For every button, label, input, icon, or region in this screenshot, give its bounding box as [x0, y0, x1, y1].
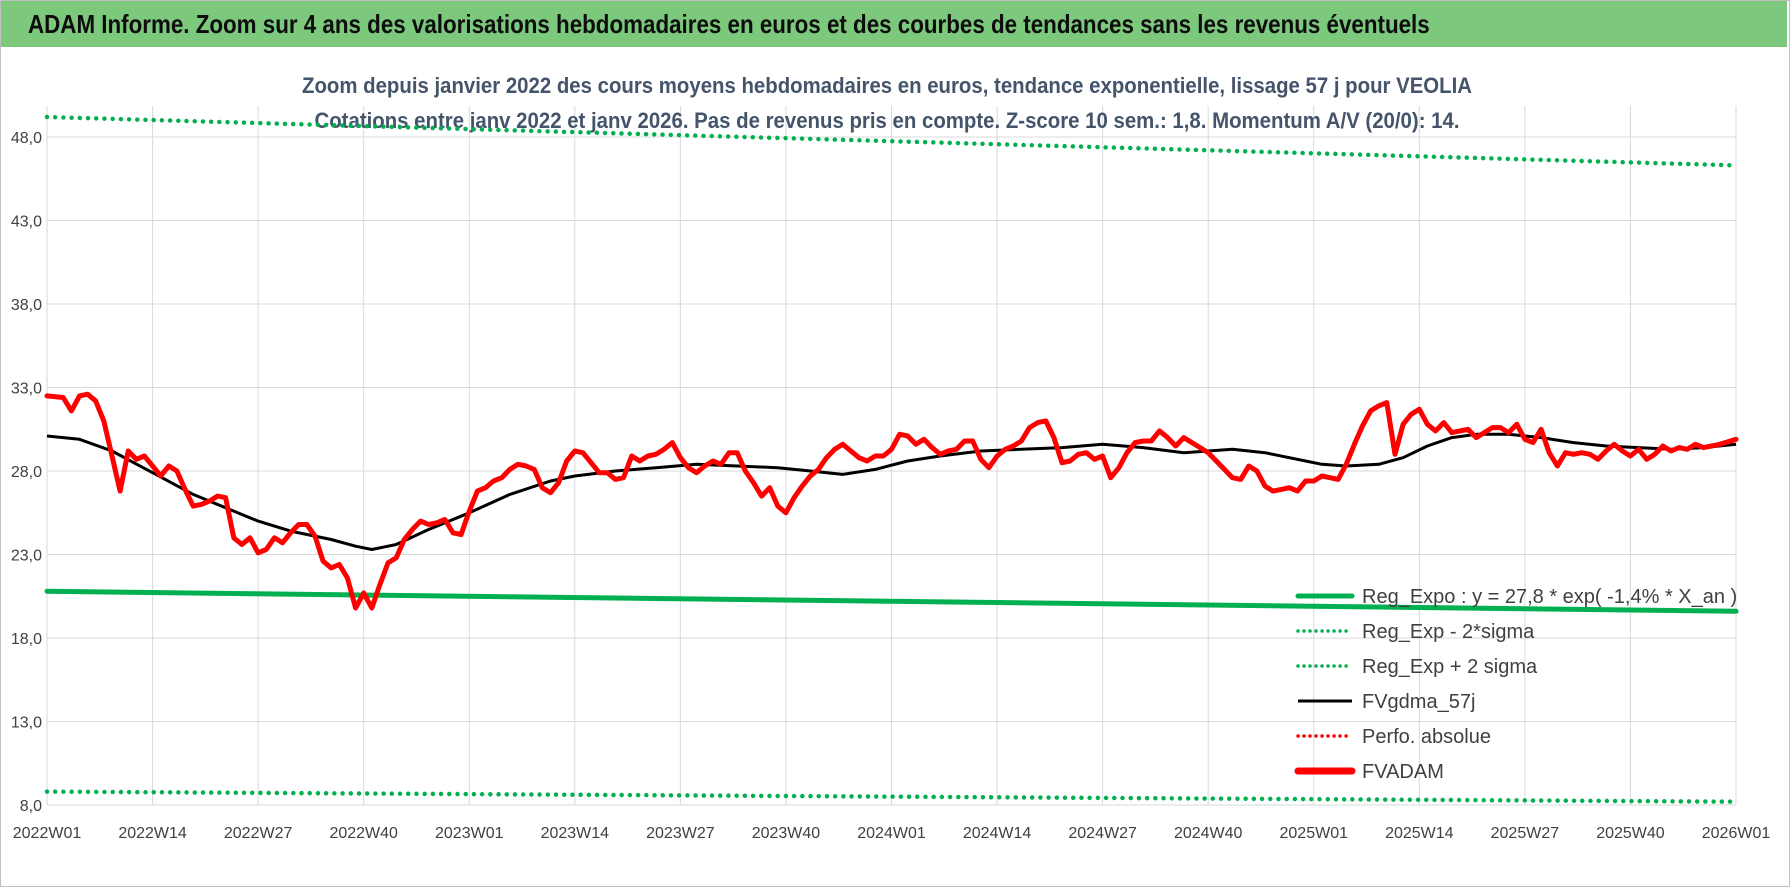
title-banner: ADAM Informe. Zoom sur 4 ans des valoris…	[1, 1, 1787, 47]
x-tick-label: 2025W27	[1491, 825, 1560, 842]
y-tick-label: 33,0	[11, 381, 42, 398]
y-tick-label: 28,0	[11, 464, 42, 481]
series-line-reg-exp-2-sigma	[44, 114, 1739, 168]
series-line-fvadam	[44, 391, 1739, 611]
y-tick-label: 43,0	[11, 214, 42, 231]
x-axis: 2022W01 2022W14 2022W27 2022W40 2023W01 2023W…	[13, 825, 1771, 842]
legend-label: Reg_Expo : y = 27,8 * exp( -1,4% * X_an …	[1362, 586, 1737, 608]
x-tick-label: 2024W01	[857, 825, 926, 842]
x-tick-label: 2023W01	[435, 825, 504, 842]
y-tick-label: 13,0	[11, 715, 42, 732]
series-line-fvgdma-57j	[46, 432, 1737, 551]
y-tick-label: 8,0	[20, 798, 42, 815]
y-tick-label: 38,0	[11, 297, 42, 314]
x-tick-label: 2022W01	[13, 825, 82, 842]
chart-grid	[46, 106, 1737, 806]
x-tick-label: 2025W14	[1385, 825, 1454, 842]
subtitle-line-1: Zoom depuis janvier 2022 des cours moyen…	[302, 73, 1472, 98]
x-tick-label: 2022W27	[224, 825, 293, 842]
y-tick-label: 18,0	[11, 631, 42, 648]
legend-label: Reg_Exp + 2 sigma	[1362, 656, 1538, 678]
x-tick-label: 2026W01	[1702, 825, 1771, 842]
x-tick-label: 2025W01	[1280, 825, 1349, 842]
series-line-reg-exp-2-sigma	[44, 789, 1739, 804]
legend-label: FVADAM	[1362, 761, 1444, 783]
y-tick-label: 23,0	[11, 548, 42, 565]
banner-title: ADAM Informe. Zoom sur 4 ans des valoris…	[28, 9, 1430, 39]
y-tick-label: 48,0	[11, 130, 42, 147]
y-axis: 8,0 13,0 18,0 23,0 28,0 33,0 38,0 43,0 48,0	[11, 130, 42, 815]
legend-label: Reg_Exp - 2*sigma	[1362, 621, 1535, 643]
x-tick-label: 2024W40	[1174, 825, 1243, 842]
x-tick-label: 2024W14	[963, 825, 1032, 842]
legend-label: FVgdma_57j	[1362, 691, 1475, 713]
x-tick-label: 2023W40	[752, 825, 821, 842]
subtitle-line-2: Cotations entre janv 2022 et janv 2026. …	[315, 108, 1460, 133]
x-tick-label: 2022W14	[118, 825, 187, 842]
x-tick-label: 2023W27	[646, 825, 715, 842]
x-tick-label: 2023W14	[541, 825, 610, 842]
x-tick-label: 2022W40	[329, 825, 398, 842]
chart-subtitle: Zoom depuis janvier 2022 des cours moyen…	[302, 73, 1472, 133]
series-line-reg-expo-y-27-8-exp-1-4-x-an	[44, 588, 1739, 614]
x-tick-label: 2024W27	[1068, 825, 1137, 842]
chart-series	[44, 114, 1739, 804]
chart-legend: Reg_Expo : y = 27,8 * exp( -1,4% * X_an …	[1294, 586, 1737, 783]
x-tick-label: 2025W40	[1596, 825, 1665, 842]
legend-label: Perfo. absolue	[1362, 726, 1491, 748]
